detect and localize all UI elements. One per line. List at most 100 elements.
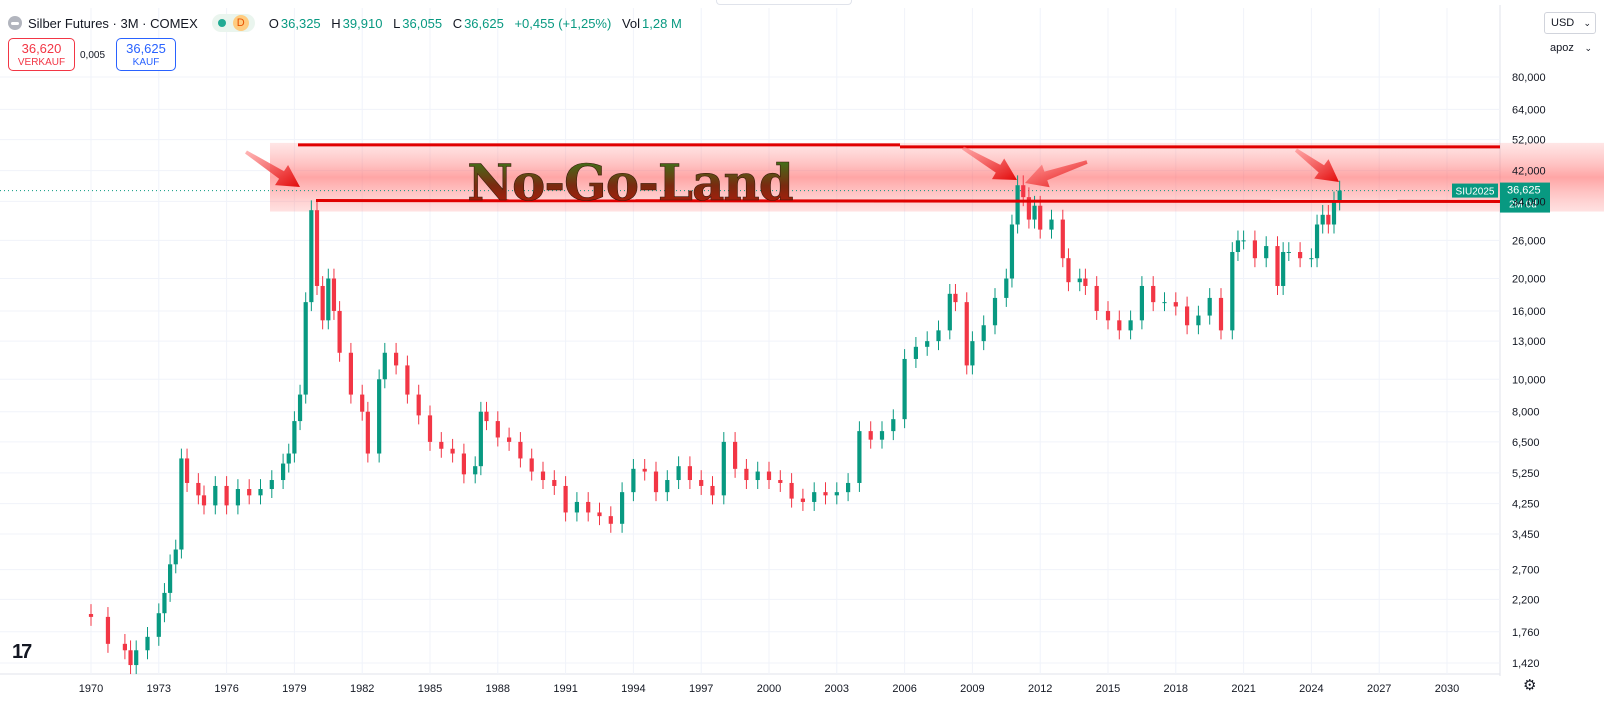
price-tick-label: 3,450 [1512, 529, 1540, 541]
candle-body [936, 330, 941, 342]
candle-body [1049, 219, 1054, 230]
candle-body [1196, 315, 1201, 326]
low-value: 36,055 [402, 15, 443, 31]
candle-body [1309, 258, 1314, 260]
interval-badge: D [232, 15, 249, 31]
candle-body [1105, 310, 1111, 321]
candle-body [879, 431, 885, 440]
candle-body [653, 471, 659, 493]
candle-body [947, 293, 952, 331]
time-tick-label: 1976 [214, 683, 238, 695]
last-price-label: 36,625 [1507, 185, 1541, 197]
candle-body [258, 489, 263, 496]
candle-body [1066, 258, 1071, 283]
grid-lines [0, 5, 1501, 676]
price-tick-label: 42,000 [1512, 166, 1546, 178]
time-tick-label: 1994 [621, 683, 645, 695]
time-tick-label: 2015 [1096, 683, 1120, 695]
candle-body [105, 616, 111, 644]
sell-price: 36,620 [21, 41, 62, 56]
candle-body [778, 480, 783, 483]
close-label: C [452, 15, 463, 31]
candle-body [1264, 246, 1269, 259]
time-tick-label: 2003 [825, 683, 849, 695]
tradingview-logo-icon[interactable]: 17 [12, 641, 32, 663]
arrow-icon [1294, 148, 1339, 182]
symbol-logo-icon [8, 16, 22, 30]
price-tick-label: 20,000 [1512, 274, 1546, 286]
candle-body [846, 482, 851, 493]
time-tick-label: 2018 [1164, 683, 1188, 695]
time-tick-label: 2006 [892, 683, 916, 695]
candle-body [1218, 297, 1224, 331]
candle-body [1314, 224, 1320, 259]
currency-select[interactable]: USD ⌄ [1544, 12, 1596, 34]
candle-body [1026, 197, 1031, 220]
candle-body [902, 358, 907, 420]
candle-body [812, 492, 817, 502]
candle-body [173, 549, 178, 565]
top-handle[interactable] [716, 0, 852, 5]
time-tick-label: 2024 [1299, 683, 1323, 695]
candle-body [134, 650, 139, 666]
symbol-title[interactable]: Silber Futures · 3M · COMEX [28, 15, 198, 31]
buy-label: KAUF [132, 57, 160, 68]
sell-label: VERKAUF [17, 57, 66, 68]
unit-select[interactable]: apoz ⌄ [1544, 37, 1596, 59]
contract-tag-label: SIU2025 [1456, 187, 1495, 198]
resistance-line-lower [315, 199, 1509, 204]
sell-button[interactable]: 36,620 VERKAUF [8, 38, 75, 71]
candle-body [563, 485, 568, 513]
price-tick-label: 2,200 [1512, 594, 1540, 606]
buy-button[interactable]: 36,625 KAUF [116, 38, 176, 71]
candle-body [247, 489, 252, 496]
candle-body [314, 210, 320, 286]
candle-body [1185, 306, 1190, 326]
candle-body [495, 421, 500, 438]
candle-body [162, 592, 167, 614]
time-axis[interactable]: 1970 1973 1976 1979 1982 1985 1988 1991 1994 1997… [79, 683, 1459, 695]
candle-body [168, 564, 173, 593]
candle-body [540, 471, 546, 481]
candle-body [348, 352, 353, 395]
candle-body [145, 636, 150, 651]
candle-body [981, 325, 986, 342]
high-label: H [331, 15, 341, 31]
market-status-icon [217, 19, 226, 27]
time-tick-label: 1973 [147, 683, 171, 695]
unit-value: apoz [1550, 42, 1574, 54]
candle-body [1021, 185, 1026, 198]
candle-body [1004, 278, 1009, 298]
price-axis[interactable]: 80,000 64,000 52,000 42,000 34,000 26,000 20,0… [1512, 72, 1546, 670]
time-tick-label: 2012 [1028, 683, 1052, 695]
candle-body [281, 463, 286, 481]
price-tick-label: 13,000 [1512, 336, 1546, 348]
candle-body [201, 495, 207, 506]
candle-body [529, 458, 534, 472]
candle-body [574, 501, 579, 513]
status-pill[interactable]: D [211, 14, 255, 32]
candle-body [439, 441, 444, 449]
candle-body [620, 492, 625, 524]
time-tick-label: 2030 [1435, 683, 1459, 695]
candle-body [1252, 240, 1257, 259]
candle-body [213, 485, 218, 506]
candle-body [710, 485, 715, 496]
candle-body [992, 297, 998, 326]
buy-price: 36,625 [126, 41, 166, 56]
volume-label: Vol [621, 15, 641, 31]
gear-icon[interactable]: ⚙ [1523, 677, 1537, 694]
candle-body [834, 492, 839, 496]
candle-body [1235, 240, 1241, 253]
candle-body [964, 302, 969, 366]
low-label: L [393, 15, 401, 31]
volume-value: 1,28 M [642, 15, 682, 31]
candle-body [597, 512, 602, 517]
time-tick-label: 2027 [1367, 683, 1391, 695]
ohlc-values: O 36,325 H 39,910 L 36,055 C 36,625 +0,455 (… [269, 16, 684, 31]
time-tick-label: 1985 [418, 683, 442, 695]
countdown-label: 2M 0d [1509, 200, 1537, 211]
open-value: 36,325 [280, 15, 321, 31]
